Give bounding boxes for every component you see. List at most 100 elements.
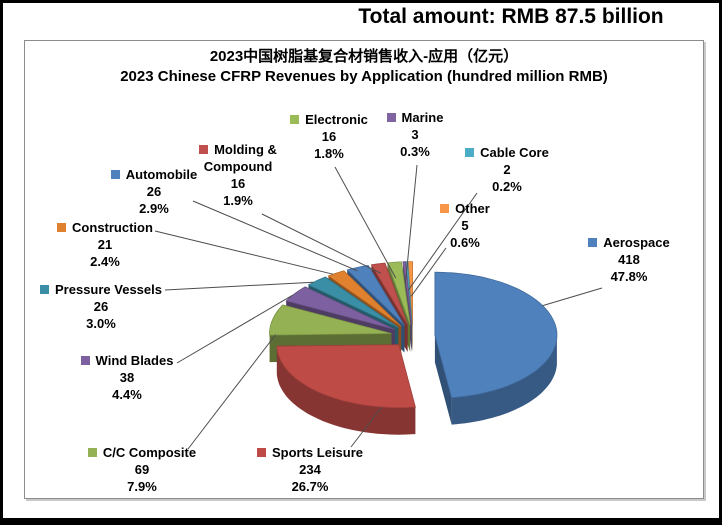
connector-molding-compound [261, 213, 382, 274]
pie-slice-construction-top [327, 270, 402, 327]
chart-title-english: 2023 Chinese CFRP Revenues by Applicatio… [120, 68, 608, 85]
pie-slice-automobile-top [346, 264, 405, 326]
pie-label-wind-blades-percent: 4.4% [112, 387, 142, 402]
connector-aerospace [542, 287, 603, 307]
pie-label-wind-blades: Wind Blades 38 4.4% [57, 352, 197, 403]
pie-label-sports-leisure-percent: 26.7% [291, 479, 329, 494]
pie-label-c-c-composite-name: C/C Composite [67, 444, 217, 461]
pie-label-construction-percent: 2.4% [90, 254, 120, 269]
legend-marker-aerospace-icon [588, 238, 598, 247]
legend-marker-wind-blades-icon [80, 356, 90, 365]
pie-label-pressure-vessels: Pressure Vessels 26 3.0% [21, 281, 181, 332]
pie-label-pressure-vessels-value: 26 [93, 299, 109, 314]
pie-label-c-c-composite-value: 69 [134, 462, 150, 477]
pie-label-construction-text: Construction [72, 220, 153, 235]
pie-label-construction-name: Construction [35, 219, 175, 236]
pie-label-sports-leisure: Sports Leisure 234 26.7% [235, 444, 385, 495]
legend-marker-automobile-icon [110, 170, 120, 179]
pie-label-cable-core-name: Cable Core [437, 144, 577, 161]
pie-label-pressure-vessels-text: Pressure Vessels [55, 282, 162, 297]
pie-label-cable-core-percent: 0.2% [492, 179, 522, 194]
pie-chart [154, 164, 603, 450]
pie-label-c-c-composite-text: C/C Composite [102, 445, 197, 460]
pie-label-other-text: Other [455, 201, 490, 216]
pie-slice-aerospace-top [434, 271, 558, 398]
legend-marker-c-c-composite-icon [87, 448, 97, 457]
pie-label-automobile-percent: 2.9% [139, 201, 169, 216]
chart-title-chinese: 2023中国树脂基复合材销售收入-应用（亿元） [209, 48, 519, 65]
legend-marker-electronic-icon [290, 115, 300, 124]
pie-label-aerospace-text: Aerospace [603, 235, 670, 250]
pie-label-molding-compound-text: Molding & Compound [203, 142, 277, 174]
legend-marker-pressure-vessels-icon [40, 285, 49, 294]
pie-label-construction: Construction 21 2.4% [35, 219, 175, 270]
pie-slice-sports-leisure-rim-wall [276, 346, 416, 435]
pie-label-electronic-text: Electronic [305, 112, 368, 127]
legend-marker-other-icon [440, 204, 450, 213]
pie-label-sports-leisure-name: Sports Leisure [235, 444, 385, 461]
pie-slice-sports-leisure-top [276, 344, 416, 409]
pie-label-molding-compound-name: Molding & Compound [188, 141, 288, 175]
pie-label-wind-blades-name: Wind Blades [57, 352, 197, 369]
pie-slice-aerospace-side-wall [434, 335, 452, 425]
pie-label-c-c-composite: C/C Composite 69 7.9% [67, 444, 217, 495]
connector-c-c-composite [187, 334, 277, 450]
pie-slice-molding-compound-top [370, 262, 409, 326]
connector-electronic [334, 166, 397, 279]
pie-label-molding-compound: Molding & Compound 16 1.9% [188, 141, 288, 209]
pie-label-automobile: Automobile 26 2.9% [84, 166, 224, 217]
pie-label-molding-compound-percent: 1.9% [223, 193, 253, 208]
pie-label-cable-core: Cable Core 2 0.2% [437, 144, 577, 195]
connector-construction [154, 230, 334, 275]
pie-slice-wind-blades-top [285, 286, 396, 330]
legend-marker-molding-compound-icon [199, 145, 209, 154]
connector-pressure-vessels [164, 281, 314, 291]
connector-cable-core [408, 192, 478, 291]
pie-label-marine: Marine 3 0.3% [355, 109, 475, 160]
pie-label-wind-blades-value: 38 [119, 370, 135, 385]
pie-label-other: Other 5 0.6% [405, 200, 525, 251]
pie-label-marine-name: Marine [355, 109, 475, 126]
pie-label-automobile-value: 26 [146, 184, 162, 199]
pie-slice-other-top [407, 261, 413, 325]
pie-label-electronic: Electronic 16 1.8% [259, 111, 399, 162]
pie-label-aerospace-name: Aerospace [559, 234, 699, 251]
pie-label-electronic-value: 16 [321, 129, 337, 144]
pie-label-cable-core-text: Cable Core [480, 145, 549, 160]
pie-label-sports-leisure-text: Sports Leisure [271, 445, 364, 460]
pie-label-aerospace: Aerospace 418 47.8% [559, 234, 699, 285]
chart-plot-area: 2023中国树脂基复合材销售收入-应用（亿元） 2023 Chinese CFR… [24, 40, 704, 499]
legend-marker-construction-icon [57, 223, 67, 232]
pie-slice-marine-top [402, 261, 413, 325]
pie-label-marine-value: 3 [411, 127, 419, 142]
pie-label-pressure-vessels-name: Pressure Vessels [21, 281, 181, 298]
pie-label-molding-compound-value: 16 [230, 176, 246, 191]
pie-label-construction-value: 21 [97, 237, 113, 252]
pie-label-c-c-composite-percent: 7.9% [127, 479, 157, 494]
pie-label-automobile-name: Automobile [84, 166, 224, 183]
connector-wind-blades [176, 294, 293, 364]
connector-marine [404, 164, 418, 284]
pie-label-automobile-text: Automobile [125, 167, 198, 182]
connector-sports-leisure [350, 406, 383, 448]
pie-label-other-percent: 0.6% [450, 235, 480, 250]
pie-slice-aerospace-rim-wall [451, 335, 557, 425]
legend-marker-sports-leisure-icon [256, 448, 266, 457]
pie-slice-cable-core-top [405, 261, 413, 325]
pie-label-other-name: Other [405, 200, 525, 217]
pie-label-pressure-vessels-percent: 3.0% [86, 316, 116, 331]
pie-label-aerospace-percent: 47.8% [610, 269, 648, 284]
pie-label-cable-core-value: 2 [503, 162, 511, 177]
chart-title: 2023中国树脂基复合材销售收入-应用（亿元） 2023 Chinese CFR… [25, 47, 703, 87]
pie-label-marine-percent: 0.3% [400, 144, 430, 159]
connector-automobile [192, 200, 358, 272]
legend-marker-cable-core-icon [465, 148, 475, 157]
pie-label-sports-leisure-value: 234 [299, 462, 321, 477]
pie-slice-pressure-vessels-top [307, 276, 399, 328]
pie-label-aerospace-value: 418 [618, 252, 640, 267]
legend-marker-marine-icon [386, 113, 396, 122]
pie-label-other-value: 5 [461, 218, 469, 233]
pie-label-wind-blades-text: Wind Blades [95, 353, 174, 368]
pie-label-electronic-percent: 1.8% [314, 146, 344, 161]
